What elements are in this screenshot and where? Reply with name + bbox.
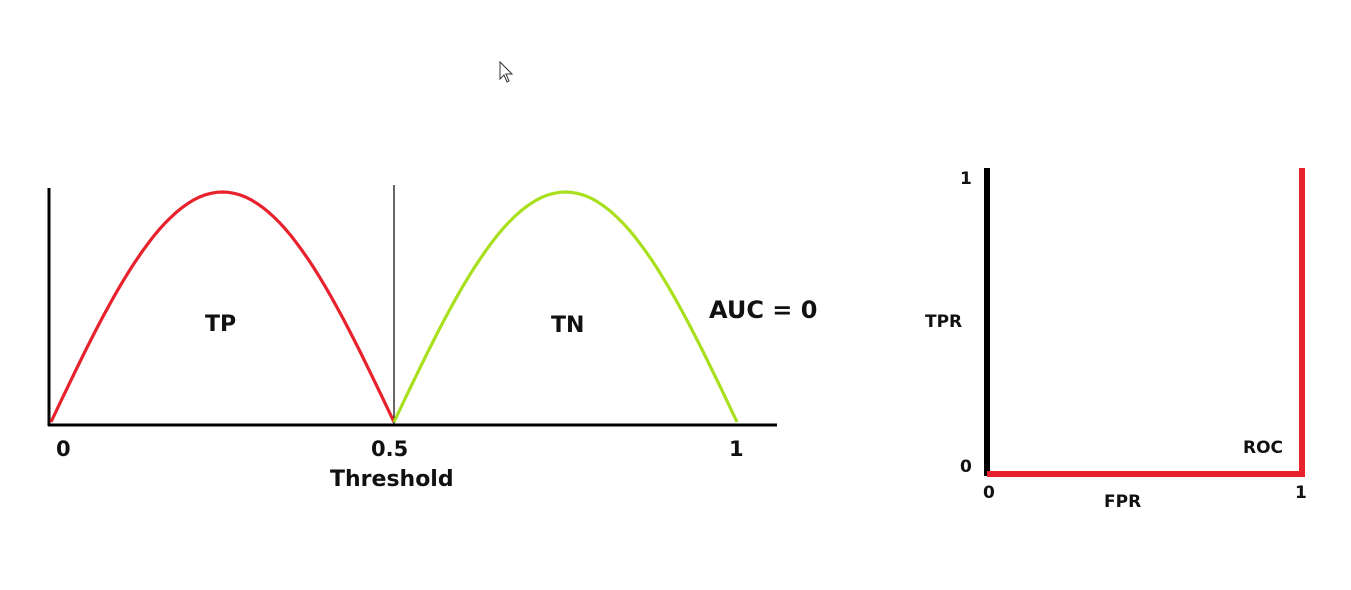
roc-x-axis-title: FPR (1104, 492, 1142, 512)
tn-region-label: TN (551, 313, 585, 338)
roc-curve-label: ROC (1243, 438, 1284, 458)
roc-x-tick-1: 1 (1295, 483, 1307, 503)
roc-y-tick-0: 0 (960, 457, 972, 477)
roc-curve (987, 168, 1305, 477)
tp-region-label: TP (205, 312, 237, 337)
mouse-cursor-icon (499, 60, 514, 83)
roc-y-tick-1: 1 (960, 169, 972, 189)
tp-curve (49, 190, 396, 423)
left-x-axis-title: Threshold (330, 467, 454, 492)
left-tick-0-5: 0.5 (371, 437, 409, 461)
auc-annotation: AUC = 0 (709, 296, 818, 324)
left-tick-0: 0 (56, 437, 71, 461)
tn-curve (392, 190, 739, 423)
left-tick-1: 1 (729, 437, 744, 461)
roc-y-axis-title: TPR (925, 312, 963, 332)
roc-x-tick-0: 0 (983, 483, 995, 503)
